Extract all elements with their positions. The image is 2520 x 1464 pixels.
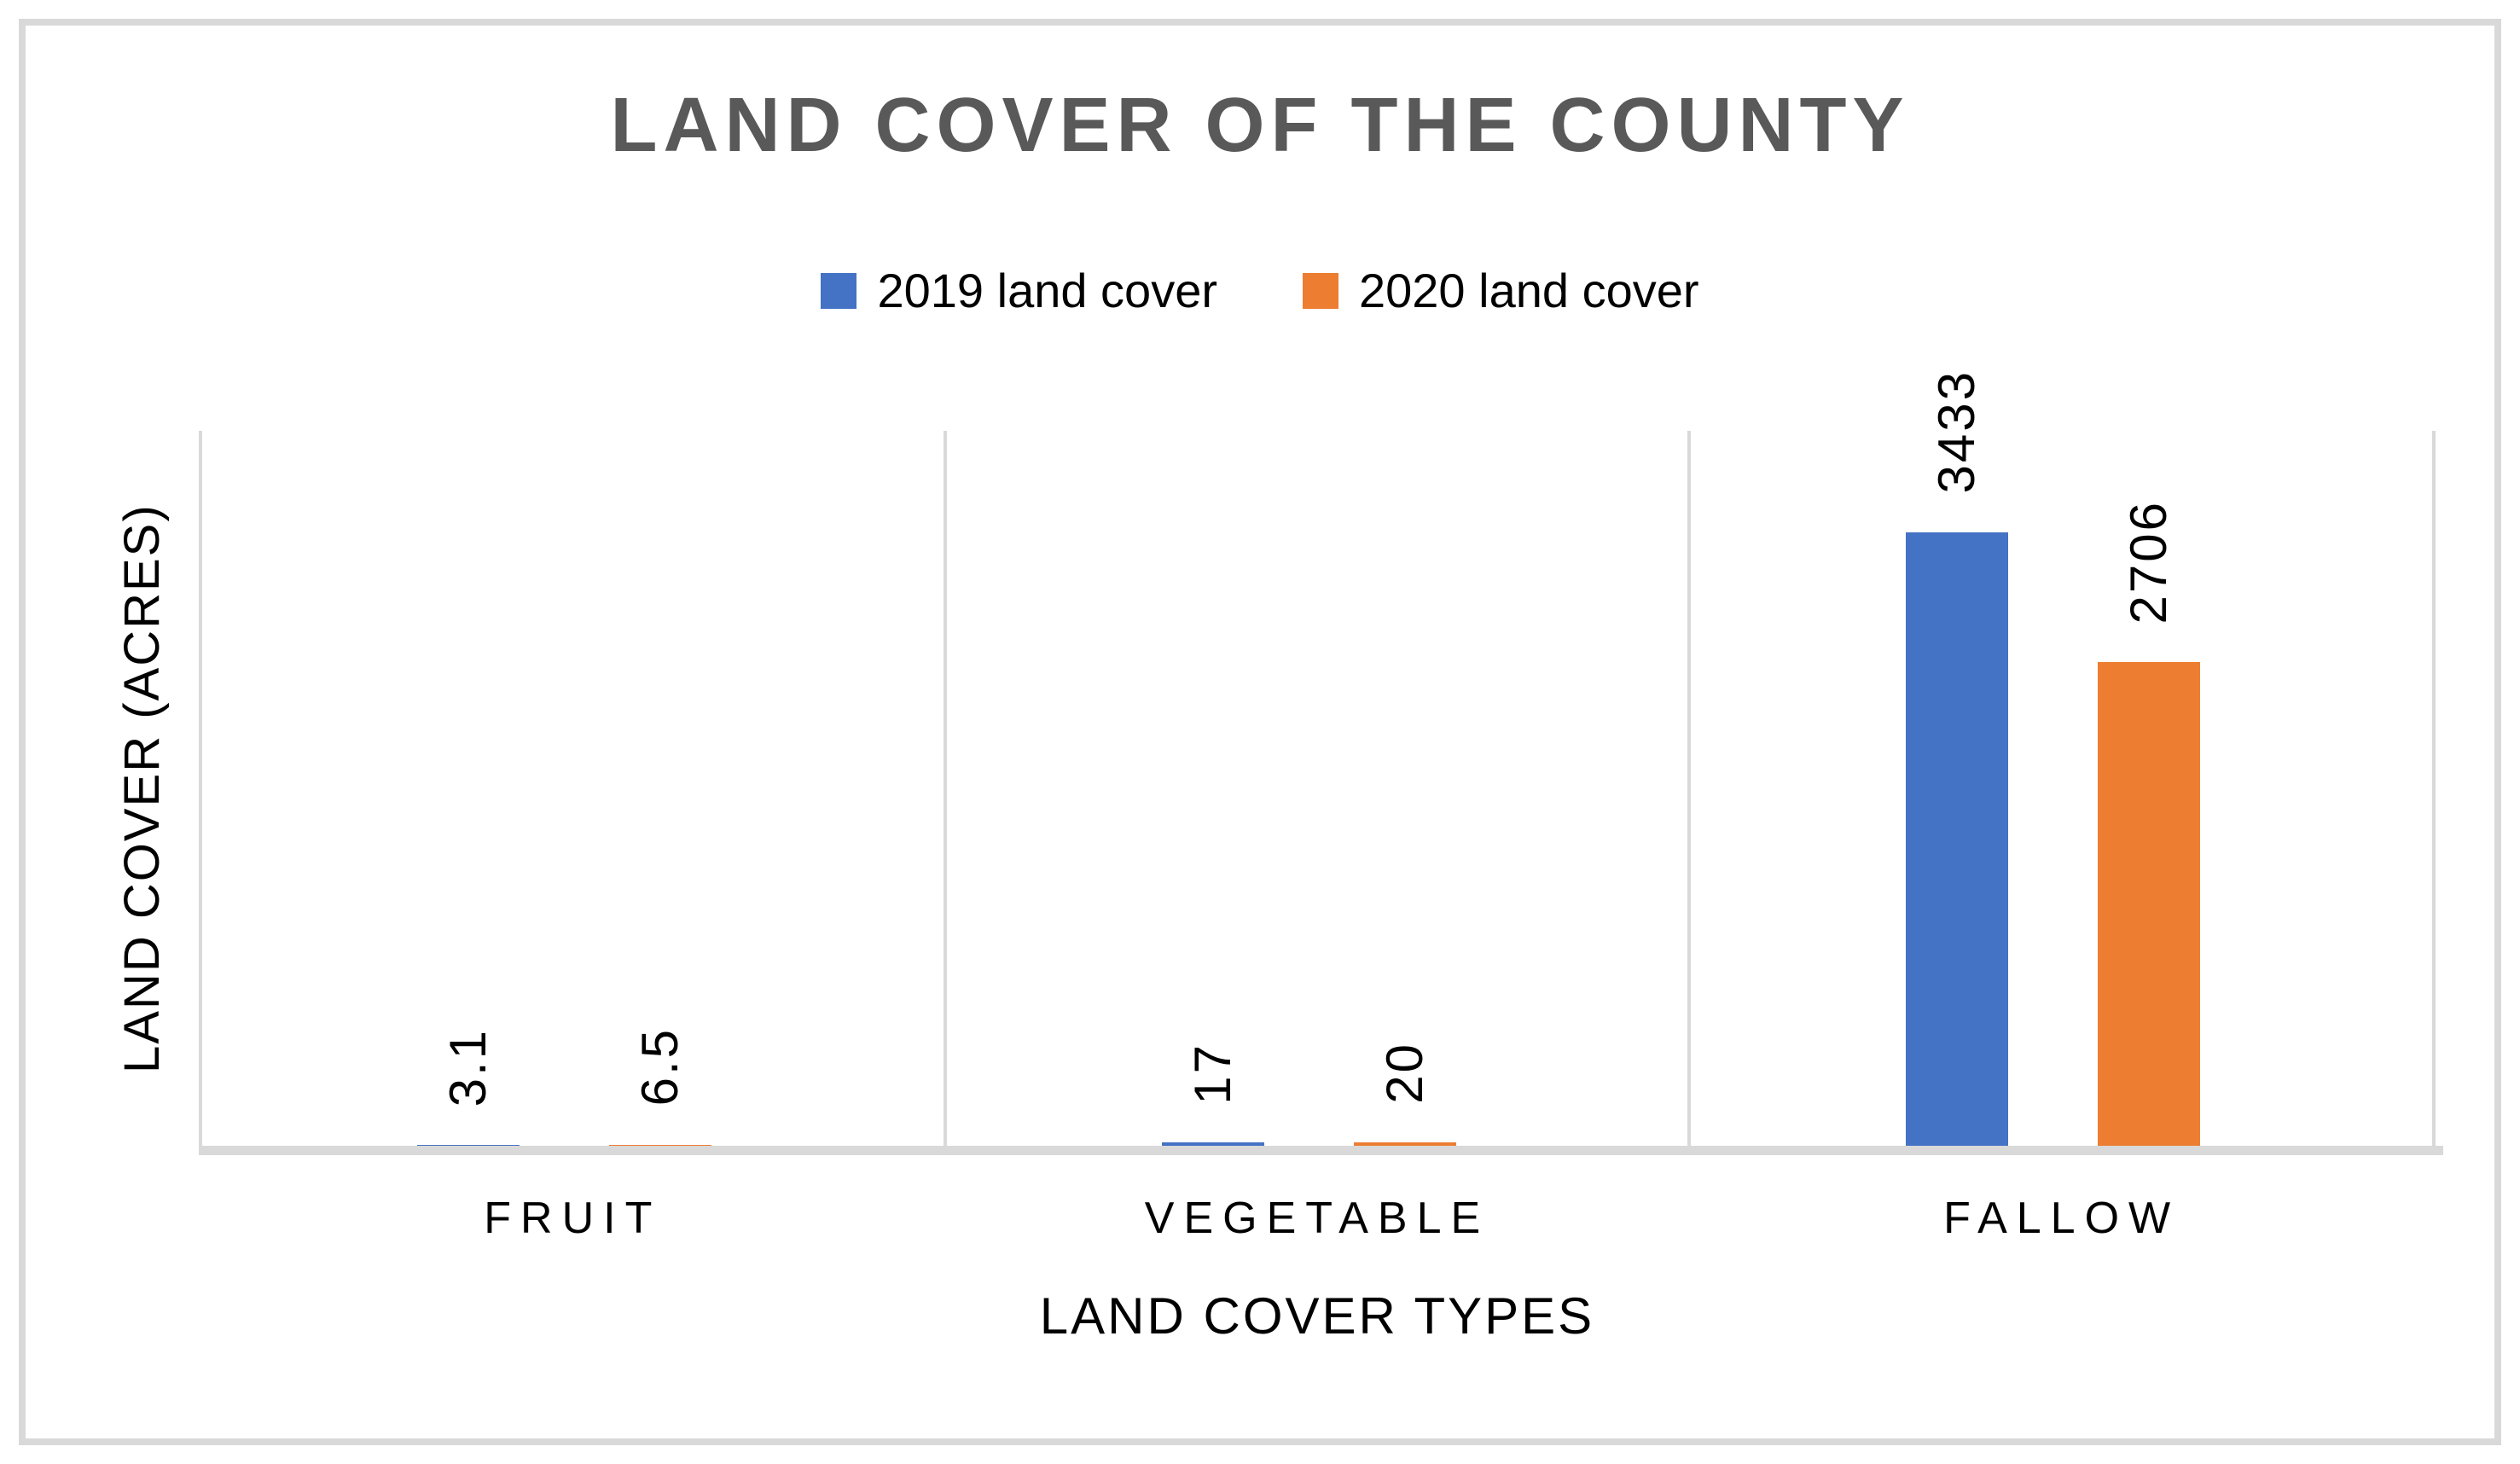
y-axis-title: LAND COVER (ACRES) — [114, 503, 170, 1073]
plot-gridline — [943, 431, 947, 1155]
legend-item-2019: 2019 land cover — [821, 264, 1217, 317]
legend-swatch-2020-icon — [1303, 272, 1338, 309]
bar-fruit-2020 — [608, 1144, 711, 1146]
bar-fallow-2019 — [1906, 532, 2009, 1146]
value-label-vegetable-2019: 17 — [1183, 1042, 1241, 1105]
bar-vegetable-2019 — [1161, 1142, 1264, 1146]
legend-label-2020: 2020 land cover — [1359, 264, 1699, 317]
chart-title: LAND COVER OF THE COUNTY — [610, 83, 1910, 168]
legend-label-2019: 2019 land cover — [877, 264, 1217, 317]
value-label-fallow-2020: 2706 — [2120, 499, 2178, 625]
category-label-fallow: FALLOW — [1943, 1194, 2180, 1243]
plot-gridline — [1687, 431, 1692, 1155]
value-label-vegetable-2020: 20 — [1375, 1042, 1433, 1104]
category-label-fruit: FRUIT — [484, 1194, 662, 1243]
bar-vegetable-2020 — [1353, 1142, 1456, 1146]
plot-gridline — [2432, 431, 2436, 1155]
value-label-fallow-2019: 3433 — [1928, 369, 1986, 494]
legend-item-2020: 2020 land cover — [1303, 264, 1699, 317]
value-label-fruit-2019: 3.1 — [438, 1027, 496, 1107]
value-label-fruit-2020: 6.5 — [630, 1027, 688, 1107]
legend-swatch-2019-icon — [821, 272, 857, 309]
bar-fallow-2020 — [2098, 662, 2201, 1146]
bar-fruit-2019 — [416, 1145, 520, 1146]
x-axis-title: LAND COVER TYPES — [1039, 1287, 1595, 1345]
chart-border — [19, 19, 2501, 1445]
category-label-vegetable: VEGETABLE — [1144, 1194, 1490, 1243]
legend: 2019 land cover 2020 land cover — [0, 264, 2520, 317]
plot-gridline — [199, 431, 202, 1155]
x-axis-line — [200, 1146, 2443, 1155]
